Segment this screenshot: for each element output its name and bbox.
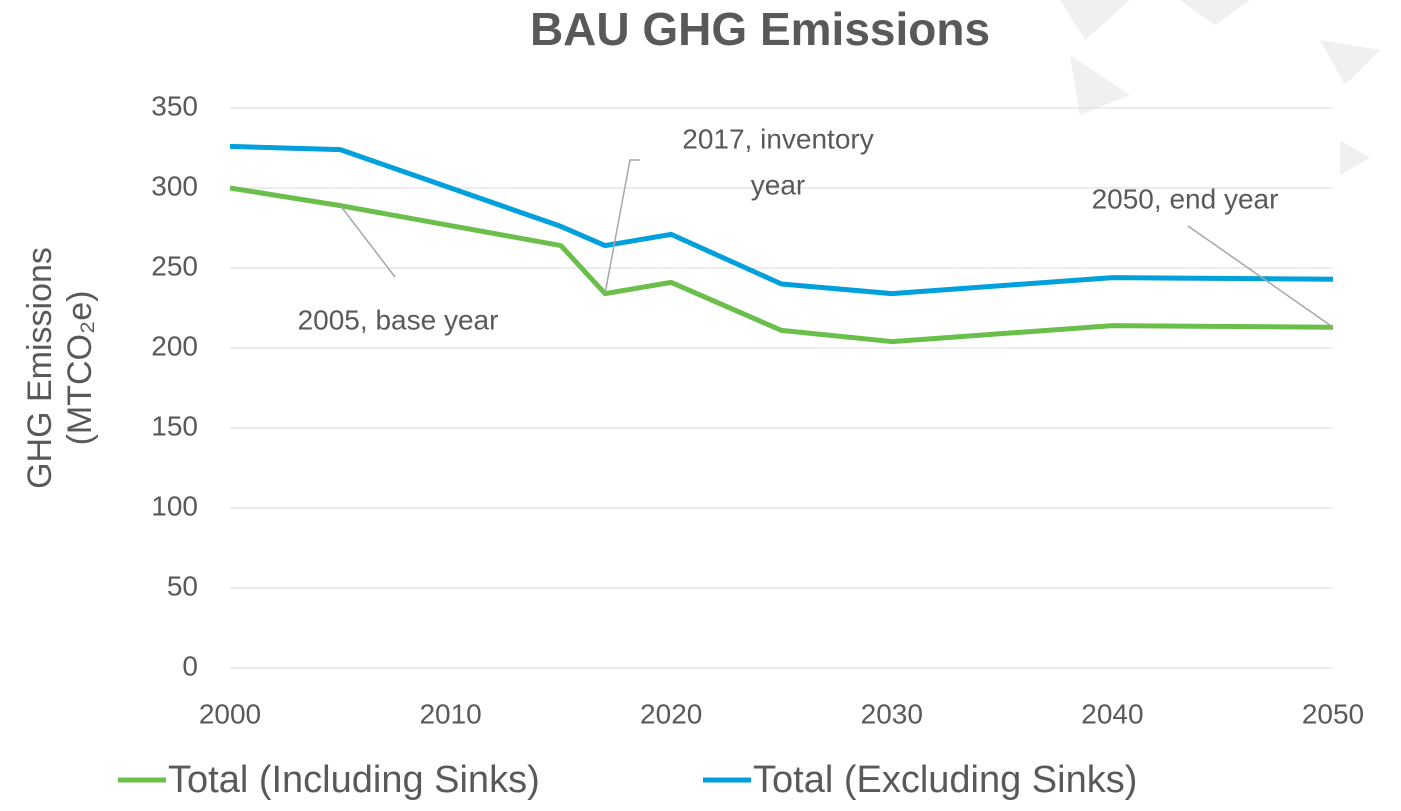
y-tick-label: 250 xyxy=(151,250,198,281)
x-tick-label: 2020 xyxy=(640,698,702,729)
x-tick-label: 2010 xyxy=(419,698,481,729)
y-tick-label: 150 xyxy=(151,410,198,441)
data-line xyxy=(229,143,1334,297)
legend-label: Total (Excluding Sinks) xyxy=(753,759,1137,801)
y-axis-label: (MTCO₂e) xyxy=(61,291,99,446)
annotation-leader xyxy=(604,159,640,294)
y-tick-label: 100 xyxy=(151,490,198,521)
annotation-leader xyxy=(1187,225,1334,328)
annotation-leader xyxy=(339,205,396,278)
y-tick-label: 0 xyxy=(182,650,198,681)
legend-item: Total (Including Sinks) xyxy=(118,759,540,801)
y-tick-label: 350 xyxy=(151,90,198,121)
y-tick-label: 50 xyxy=(167,570,198,601)
annotation-text: 2017, inventory xyxy=(682,123,873,154)
legend-item: Total (Excluding Sinks) xyxy=(703,759,1137,801)
annotation-text: 2005, base year xyxy=(298,304,499,335)
x-tick-label: 2030 xyxy=(861,698,923,729)
background-decoration xyxy=(1060,0,1380,175)
x-tick-label: 2000 xyxy=(199,698,261,729)
legend-label: Total (Including Sinks) xyxy=(168,759,540,801)
annotation-text: year xyxy=(751,169,805,200)
y-tick-label: 300 xyxy=(151,170,198,201)
y-tick-label: 200 xyxy=(151,330,198,361)
x-tick-label: 2040 xyxy=(1081,698,1143,729)
annotation-text: 2050, end year xyxy=(1092,183,1279,214)
data-line xyxy=(229,185,1334,345)
chart-title: BAU GHG Emissions xyxy=(530,3,990,55)
x-tick-label: 2050 xyxy=(1302,698,1364,729)
y-axis-label: GHG Emissions xyxy=(21,247,59,489)
